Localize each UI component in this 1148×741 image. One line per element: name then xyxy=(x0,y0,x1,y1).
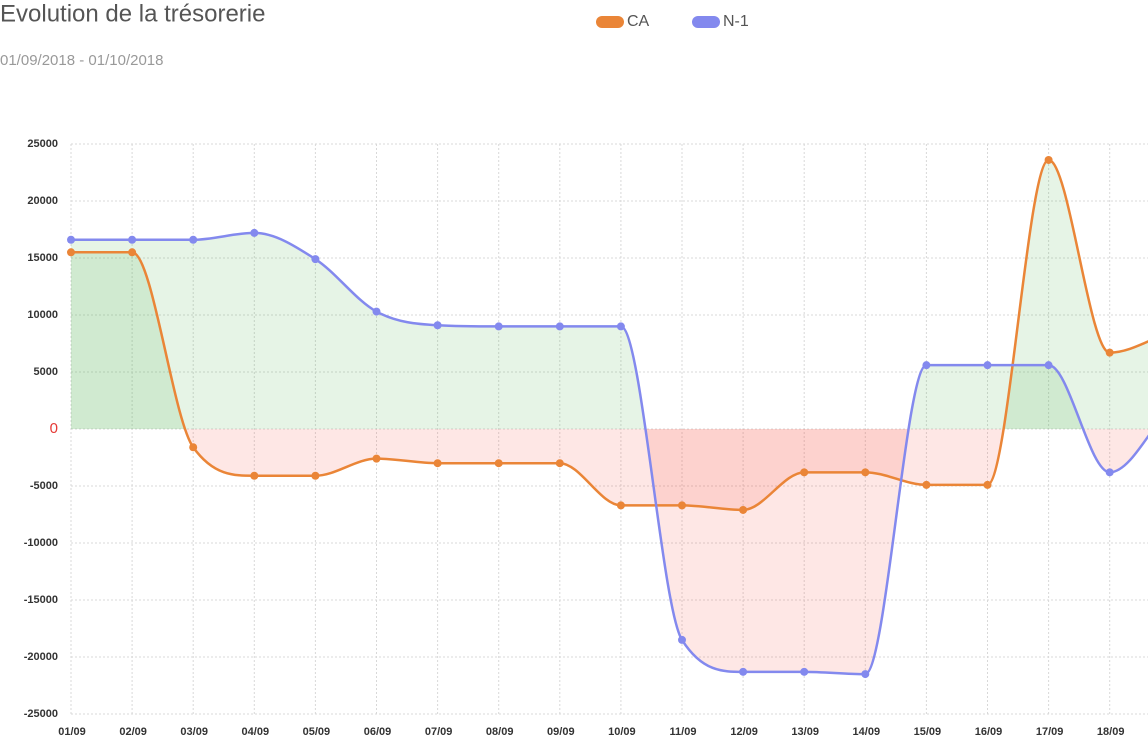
x-tick-label: 09/09 xyxy=(547,726,575,738)
x-tick-label: 04/09 xyxy=(242,726,270,738)
area-positive xyxy=(71,159,1148,429)
point xyxy=(922,361,931,370)
point xyxy=(128,235,137,244)
point xyxy=(1044,155,1053,164)
point xyxy=(250,228,259,237)
x-tick-label: 05/09 xyxy=(303,726,331,738)
x-tick-label: 15/09 xyxy=(914,726,942,738)
point xyxy=(311,255,320,264)
y-tick-label: -25000 xyxy=(24,708,58,720)
x-tick-label: 07/09 xyxy=(425,726,453,738)
x-tick-label: 14/09 xyxy=(853,726,881,738)
point xyxy=(250,471,259,480)
point xyxy=(1044,361,1053,370)
point xyxy=(494,459,503,468)
y-tick-label: 0 xyxy=(50,420,58,437)
x-tick-label: 06/09 xyxy=(364,726,392,738)
point xyxy=(800,468,809,477)
point xyxy=(311,471,320,480)
legend-label: N-1 xyxy=(723,13,749,30)
point xyxy=(433,321,442,330)
area-negative xyxy=(71,429,1148,510)
point xyxy=(555,322,564,331)
legend-label: CA xyxy=(627,13,650,30)
x-tick-label: 13/09 xyxy=(791,726,819,738)
x-tick-label: 18/09 xyxy=(1097,726,1125,738)
series-line xyxy=(71,158,1148,512)
point xyxy=(861,468,870,477)
y-tick-label: 15000 xyxy=(27,252,58,264)
point xyxy=(983,361,992,370)
plot-area xyxy=(67,155,1148,679)
area-negative xyxy=(71,429,1148,675)
y-tick-label: -15000 xyxy=(24,594,58,606)
x-tick-label: 08/09 xyxy=(486,726,514,738)
x-tick-label: 16/09 xyxy=(975,726,1003,738)
point xyxy=(616,501,625,510)
x-tick-label: 12/09 xyxy=(730,726,758,738)
point xyxy=(800,667,809,676)
x-tick-label: 17/09 xyxy=(1036,726,1064,738)
point xyxy=(739,505,748,514)
x-tick-label: 03/09 xyxy=(180,726,208,738)
x-tick-label: 01/09 xyxy=(58,726,86,738)
y-tick-label: -5000 xyxy=(30,480,58,492)
point xyxy=(189,443,198,452)
y-tick-label: 5000 xyxy=(34,366,58,378)
point xyxy=(1105,348,1114,357)
y-tick-label: 20000 xyxy=(27,195,58,207)
x-tick-label: 10/09 xyxy=(608,726,636,738)
point xyxy=(189,235,198,244)
point xyxy=(983,480,992,489)
point xyxy=(861,670,870,679)
point xyxy=(678,635,686,644)
point xyxy=(922,480,931,489)
y-tick-label: 25000 xyxy=(27,138,58,150)
y-tick-label: -20000 xyxy=(24,651,58,663)
y-tick-label: 10000 xyxy=(27,309,58,321)
chart-subtitle: 01/09/2018 - 01/10/2018 xyxy=(0,52,163,69)
point xyxy=(739,667,748,676)
legend-swatch xyxy=(596,16,624,28)
legend-swatch xyxy=(692,16,720,28)
point xyxy=(616,322,625,331)
point xyxy=(494,322,503,331)
point xyxy=(128,248,137,257)
point xyxy=(678,501,686,510)
point xyxy=(433,459,442,468)
point xyxy=(67,248,75,257)
point xyxy=(555,459,564,468)
x-tick-label: 02/09 xyxy=(119,726,147,738)
chart-title: Evolution de la trésorerie xyxy=(0,0,265,27)
point xyxy=(1105,468,1114,477)
point xyxy=(67,235,75,244)
x-tick-label: 11/09 xyxy=(670,726,697,738)
point xyxy=(372,454,381,463)
point xyxy=(372,307,381,316)
y-tick-label: -10000 xyxy=(24,537,58,549)
